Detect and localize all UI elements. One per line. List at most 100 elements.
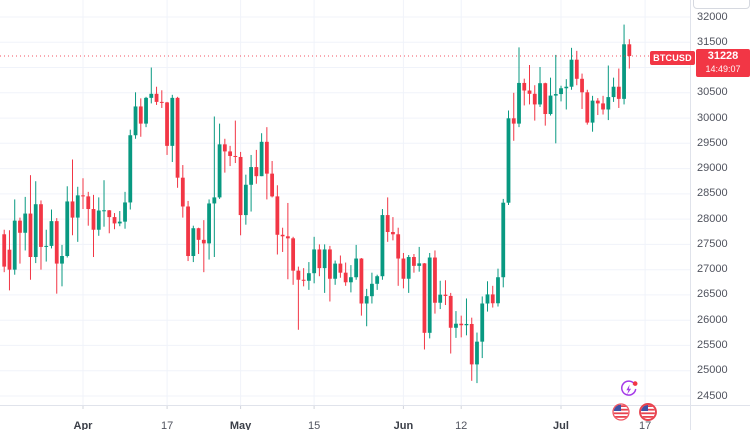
candle-body[interactable] xyxy=(291,238,296,271)
candle-body[interactable] xyxy=(18,220,22,233)
candle-body[interactable] xyxy=(501,202,506,278)
candle-body[interactable] xyxy=(412,257,416,266)
candle-body[interactable] xyxy=(611,86,616,98)
candle-body[interactable] xyxy=(212,197,217,204)
candle-body[interactable] xyxy=(123,202,127,222)
candle-body[interactable] xyxy=(606,97,611,110)
candle-body[interactable] xyxy=(128,135,133,203)
candle-body[interactable] xyxy=(60,256,64,264)
candle-body[interactable] xyxy=(459,323,464,326)
candle-body[interactable] xyxy=(517,82,521,124)
candle-body[interactable] xyxy=(39,204,43,247)
candle-body[interactable] xyxy=(454,323,458,328)
candle-body[interactable] xyxy=(522,82,527,91)
candle-body[interactable] xyxy=(144,97,148,124)
candle-body[interactable] xyxy=(23,213,28,233)
candle-body[interactable] xyxy=(249,167,253,185)
us-flag-event-icon[interactable] xyxy=(612,403,630,421)
candle-body[interactable] xyxy=(422,263,427,333)
candle-body[interactable] xyxy=(574,59,579,79)
candle-body[interactable] xyxy=(490,294,495,304)
candle-body[interactable] xyxy=(33,204,38,258)
candle-body[interactable] xyxy=(469,323,474,365)
candle-body[interactable] xyxy=(54,221,59,264)
candle-body[interactable] xyxy=(370,283,374,297)
candle-body[interactable] xyxy=(511,118,516,124)
candle-body[interactable] xyxy=(222,144,227,152)
candle-body[interactable] xyxy=(91,209,96,230)
candle-body[interactable] xyxy=(233,155,238,157)
candle-body[interactable] xyxy=(590,100,595,123)
candle-body[interactable] xyxy=(196,228,201,240)
candle-body[interactable] xyxy=(28,213,33,258)
candle-body[interactable] xyxy=(159,101,164,103)
candle-body[interactable] xyxy=(317,249,322,269)
candle-body[interactable] xyxy=(548,95,553,115)
candle-body[interactable] xyxy=(417,263,422,266)
candle-body[interactable] xyxy=(107,210,112,218)
candle-body[interactable] xyxy=(312,249,317,274)
candle-body[interactable] xyxy=(580,78,584,93)
top-right-toolbar-bubble[interactable] xyxy=(693,0,750,9)
candle-body[interactable] xyxy=(375,276,380,284)
candle-body[interactable] xyxy=(401,258,406,279)
candle-body[interactable] xyxy=(438,294,443,303)
candle-body[interactable] xyxy=(117,221,122,224)
candle-body[interactable] xyxy=(433,257,437,303)
candle-body[interactable] xyxy=(359,258,364,304)
candle-body[interactable] xyxy=(207,203,211,244)
candle-body[interactable] xyxy=(464,323,469,326)
candle-body[interactable] xyxy=(627,44,632,57)
candle-body[interactable] xyxy=(622,44,626,99)
candle-body[interactable] xyxy=(275,196,280,235)
candle-body[interactable] xyxy=(186,206,190,257)
candle-body[interactable] xyxy=(385,215,390,233)
candle-body[interactable] xyxy=(7,249,12,270)
candle-body[interactable] xyxy=(264,141,269,174)
candle-body[interactable] xyxy=(217,144,222,198)
candle-body[interactable] xyxy=(380,215,385,277)
candle-body[interactable] xyxy=(81,195,85,197)
candle-body[interactable] xyxy=(243,184,248,216)
candle-body[interactable] xyxy=(391,232,395,235)
candle-body[interactable] xyxy=(228,151,232,156)
candle-body[interactable] xyxy=(527,90,532,94)
candle-body[interactable] xyxy=(296,270,301,280)
candle-body[interactable] xyxy=(538,83,542,105)
candle-body[interactable] xyxy=(180,177,185,207)
candle-body[interactable] xyxy=(543,83,548,115)
candle-body[interactable] xyxy=(2,234,7,267)
candle-body[interactable] xyxy=(102,210,106,212)
candle-body[interactable] xyxy=(259,141,264,177)
candle-body[interactable] xyxy=(65,201,70,257)
candle-body[interactable] xyxy=(338,263,343,273)
candle-body[interactable] xyxy=(12,220,17,270)
candle-body[interactable] xyxy=(616,86,621,99)
candle-body[interactable] xyxy=(75,195,80,218)
candle-body[interactable] xyxy=(306,273,311,281)
candle-body[interactable] xyxy=(349,277,353,283)
candle-body[interactable] xyxy=(44,245,49,247)
candle-body[interactable] xyxy=(96,210,101,230)
candle-body[interactable] xyxy=(70,201,75,218)
candle-body[interactable] xyxy=(448,295,453,328)
candle-body[interactable] xyxy=(396,234,401,259)
candle-body[interactable] xyxy=(49,221,54,246)
candle-body[interactable] xyxy=(285,236,290,239)
candle-body[interactable] xyxy=(496,277,500,304)
candle-body[interactable] xyxy=(564,86,569,89)
candle-body[interactable] xyxy=(364,296,369,304)
candle-body[interactable] xyxy=(191,228,196,257)
candle-body[interactable] xyxy=(480,303,485,342)
candle-body[interactable] xyxy=(328,249,332,279)
candle-body[interactable] xyxy=(595,100,600,104)
candle-body[interactable] xyxy=(86,196,91,210)
candle-body[interactable] xyxy=(553,94,558,96)
candle-body[interactable] xyxy=(149,93,154,98)
flash-refresh-icon[interactable] xyxy=(619,380,638,399)
candle-body[interactable] xyxy=(138,106,143,124)
candle-body[interactable] xyxy=(270,173,275,197)
candle-body[interactable] xyxy=(343,272,348,283)
candle-body[interactable] xyxy=(154,93,159,102)
